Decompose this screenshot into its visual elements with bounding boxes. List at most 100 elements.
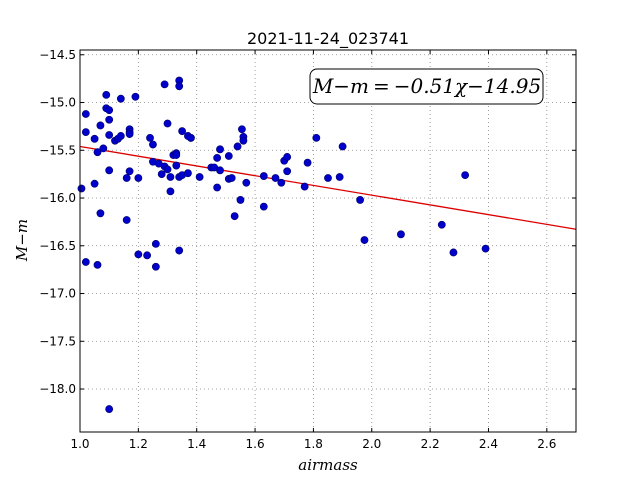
data-point [230,212,239,221]
y-tick-label: −18.0 [39,382,76,396]
x-tick-label: 1.2 [129,437,148,451]
x-tick-labels: 1.0 1.2 1.4 1.6 1.8 2.0 2.2 2.4 2.6 [70,437,556,451]
data-point [105,115,114,124]
data-point [461,171,470,180]
chart-title: 2021-11-24_023741 [247,29,409,49]
data-point [303,158,312,167]
axis-ticks [79,50,576,432]
data-point [172,161,181,170]
data-point [312,133,321,142]
y-tick-label: −15.0 [39,96,76,110]
data-point [178,127,187,136]
annotation-text: M−m = −0.51χ−14.95 [312,74,541,98]
data-point [125,130,134,138]
data-point [238,125,246,134]
plot-area-frame [79,49,577,433]
data-point [175,246,184,255]
data-point [122,174,131,182]
annotation-box [309,68,544,105]
data-point [233,142,242,151]
data-point [96,121,105,130]
data-point [163,165,172,174]
y-axis-label: M−m [13,219,31,262]
data-point [186,133,195,142]
data-point [93,148,102,157]
data-points [77,76,490,413]
data-point [93,260,102,269]
y-tick-label: −17.5 [39,334,76,348]
data-point [96,209,105,218]
data-point [271,174,280,182]
data-point [259,172,268,180]
data-point [166,173,175,181]
y-tick-labels: −14.5 −15.0 −15.5 −16.0 −16.5 −17.0 −17.5 −18.0 [39,48,76,396]
data-point [105,405,114,413]
data-point [213,154,222,162]
data-point [90,179,99,188]
data-point [81,258,90,266]
data-point [335,173,344,181]
data-point [146,133,154,142]
fit-equation-annotation: M−m = −0.51χ−14.95 [309,68,544,105]
data-point [131,92,140,101]
data-point [163,119,172,128]
data-point [160,80,169,89]
data-point [356,196,364,204]
data-point [338,142,347,151]
x-tick-label: 2.6 [537,437,556,451]
data-point [77,184,86,193]
data-point [300,182,309,191]
data-point [157,170,166,179]
x-tick-label: 1.4 [187,437,206,451]
x-tick-label: 2.0 [362,437,381,451]
data-point [277,178,286,187]
y-tick-label: −15.5 [39,143,76,157]
fit-line [79,145,577,230]
data-point [481,244,490,253]
x-tick-label: 1.6 [246,437,265,451]
data-point [259,202,268,211]
data-point [213,183,222,192]
data-point [102,90,111,99]
y-tick-label: −14.5 [39,48,76,62]
data-point [195,173,204,181]
data-point [227,174,236,182]
data-point [151,239,160,248]
data-point [105,131,114,139]
data-point [397,230,405,239]
data-point [184,169,192,178]
data-point [437,220,446,229]
data-point [134,174,143,182]
data-point [324,174,332,182]
x-tick-label: 2.4 [479,437,498,451]
data-point [125,167,134,176]
data-point [99,144,108,153]
data-point [151,262,160,271]
data-point [172,151,181,159]
data-point [449,248,458,257]
data-point [134,250,143,259]
data-point [216,166,224,175]
data-point [105,106,114,115]
data-point [105,166,114,175]
data-point [242,178,251,187]
fit-line-group [79,145,577,230]
data-point [175,82,184,91]
data-point [122,216,131,224]
y-tick-label: −17.0 [39,287,76,301]
data-point [239,136,248,145]
data-point [149,140,157,149]
data-point [143,251,152,260]
data-point [81,128,90,137]
data-point [360,236,369,244]
data-point [224,152,233,160]
y-tick-label: −16.5 [39,239,76,253]
data-point [116,94,125,103]
x-tick-label: 1.8 [304,437,323,451]
data-point [216,145,224,154]
x-tick-label: 1.0 [70,437,89,451]
y-tick-label: −16.0 [39,191,76,205]
data-point [116,132,125,140]
data-point [166,187,175,196]
